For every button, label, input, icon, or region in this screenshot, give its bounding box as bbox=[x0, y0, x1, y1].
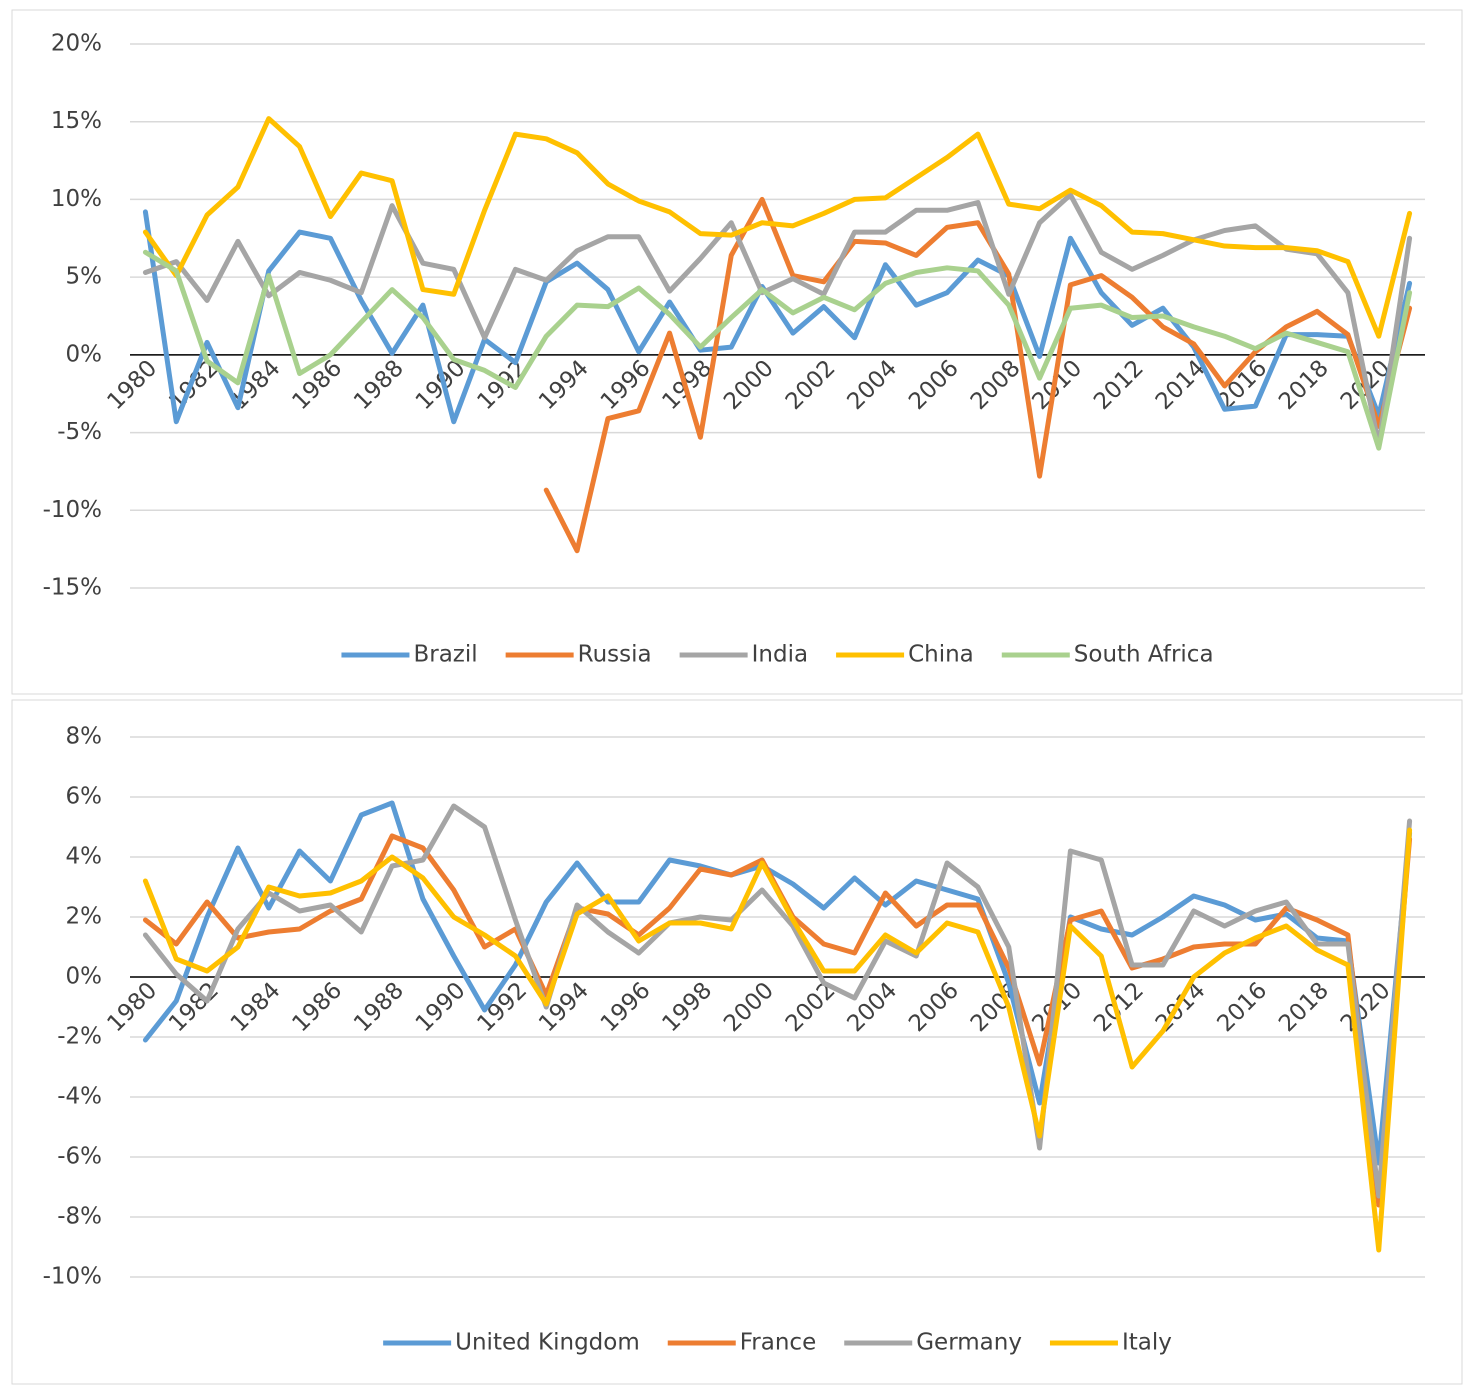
y-tick-label: -8% bbox=[57, 1204, 102, 1230]
legend-label: Germany bbox=[916, 1330, 1022, 1356]
y-tick-label: -10% bbox=[43, 1264, 102, 1290]
y-tick-label: 0% bbox=[66, 341, 103, 367]
y-tick-label: 8% bbox=[66, 724, 103, 750]
y-tick-label: 4% bbox=[66, 844, 103, 870]
y-tick-label: 5% bbox=[66, 264, 103, 290]
x-tick-label: 2012 bbox=[1089, 355, 1149, 415]
x-tick-label: 2014 bbox=[1151, 977, 1211, 1037]
legend-label: France bbox=[740, 1330, 816, 1356]
panel-border bbox=[11, 699, 1463, 1385]
series-line bbox=[543, 196, 1413, 554]
y-tick-label: -6% bbox=[57, 1144, 102, 1170]
x-tick-label: 2008 bbox=[966, 355, 1026, 415]
y-tick-label: 15% bbox=[51, 108, 102, 134]
series-line bbox=[142, 803, 1413, 1199]
legend-label: South Africa bbox=[1074, 642, 1214, 668]
x-tick-label: 2020 bbox=[1336, 977, 1396, 1037]
x-tick-label: 2004 bbox=[842, 977, 902, 1037]
y-tick-label: 2% bbox=[66, 904, 103, 930]
legend-label: China bbox=[908, 642, 974, 668]
y-tick-label: 6% bbox=[66, 784, 103, 810]
series-line bbox=[142, 192, 1413, 448]
y-tick-label: -5% bbox=[57, 419, 102, 445]
x-tick-label: 2006 bbox=[904, 977, 964, 1037]
panel-border bbox=[11, 9, 1463, 695]
y-tick-label: -10% bbox=[43, 497, 102, 523]
legend-label: India bbox=[752, 642, 808, 668]
x-tick-label: 2004 bbox=[842, 355, 902, 415]
y-tick-label: -2% bbox=[57, 1024, 102, 1050]
x-tick-label: 2018 bbox=[1274, 977, 1334, 1037]
y-tick-label: -15% bbox=[43, 575, 102, 601]
y-tick-label: -4% bbox=[57, 1084, 102, 1110]
x-tick-label: 1980 bbox=[102, 355, 162, 415]
x-tick-label: 2018 bbox=[1274, 355, 1334, 415]
series-line bbox=[142, 800, 1413, 1166]
x-tick-label: 2000 bbox=[719, 355, 779, 415]
x-tick-label: 1998 bbox=[657, 977, 717, 1037]
series-line bbox=[142, 249, 1413, 451]
x-tick-label: 2006 bbox=[904, 355, 964, 415]
x-tick-label: 1988 bbox=[349, 977, 409, 1037]
legend-label: Italy bbox=[1122, 1330, 1172, 1356]
series-line bbox=[142, 827, 1413, 1253]
series-line bbox=[142, 116, 1413, 339]
x-tick-label: 1984 bbox=[226, 977, 286, 1037]
legend-label: Russia bbox=[578, 642, 652, 668]
x-tick-label: 1988 bbox=[349, 355, 409, 415]
x-tick-label: 2002 bbox=[781, 355, 841, 415]
legend-label: United Kingdom bbox=[455, 1330, 640, 1356]
y-tick-label: 0% bbox=[66, 964, 103, 990]
legend-label: Brazil bbox=[413, 642, 477, 668]
x-tick-label: 1990 bbox=[411, 977, 471, 1037]
y-tick-label: 20% bbox=[51, 31, 102, 57]
x-tick-label: 1996 bbox=[596, 977, 656, 1037]
x-tick-label: 1986 bbox=[287, 977, 347, 1037]
x-tick-label: 1994 bbox=[534, 355, 594, 415]
x-tick-label: 2000 bbox=[719, 977, 779, 1037]
y-tick-label: 10% bbox=[51, 186, 102, 212]
x-tick-label: 2016 bbox=[1212, 977, 1272, 1037]
x-tick-label: 1992 bbox=[472, 355, 532, 415]
